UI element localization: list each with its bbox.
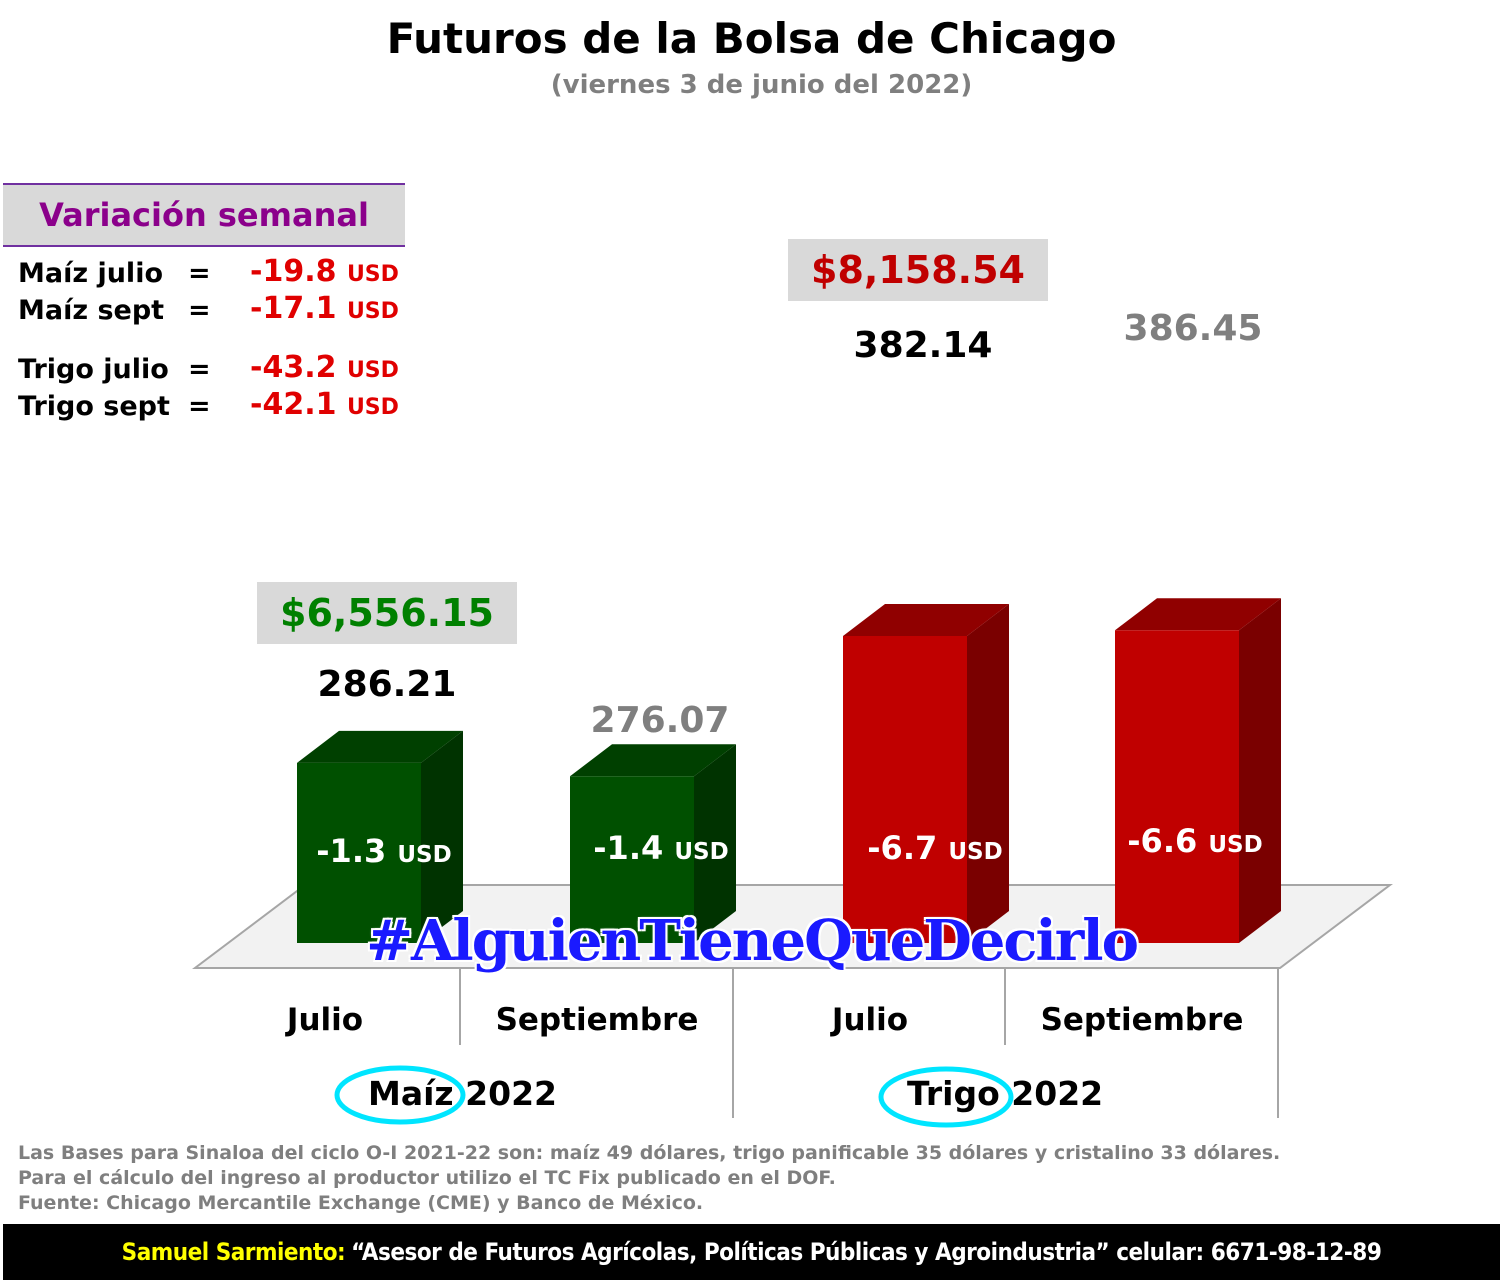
bar-top — [1115, 598, 1281, 631]
footer-text: “Asesor de Futuros Agrícolas, Políticas … — [351, 1238, 1382, 1266]
weekly-variation-row: Trigo julio = -43.2 USD — [18, 350, 418, 390]
bar-side — [694, 744, 736, 943]
variation-label: Maíz julio — [18, 258, 163, 289]
weekly-variation-row: Trigo sept = -42.1 USD — [18, 387, 418, 427]
weekly-variation-row: Maíz julio = -19.8 USD — [18, 254, 418, 294]
bar-front — [843, 635, 967, 943]
group-label-maiz: Maíz 2022 — [368, 1074, 557, 1113]
bar-front — [1115, 630, 1239, 943]
bar-side — [967, 603, 1009, 943]
change-label: -6.7 USD — [867, 829, 1003, 867]
variation-label: Trigo sept — [18, 391, 170, 422]
category-label: Septiembre — [495, 1002, 699, 1038]
category-label: Julio — [286, 1002, 364, 1038]
bar-top — [843, 603, 1009, 636]
highlight-circle — [334, 1065, 466, 1125]
bar-side — [421, 730, 463, 943]
footer-author: Samuel Sarmiento: — [121, 1238, 346, 1266]
bar-front — [297, 762, 421, 943]
weekly-variation-row: Maíz sept = -17.1 USD — [18, 291, 418, 331]
footnote-line: Para el cálculo del ingreso al productor… — [18, 1167, 836, 1189]
value-label: 386.45 — [1123, 308, 1263, 349]
footer-bar: Samuel Sarmiento: “Asesor de Futuros Agr… — [3, 1224, 1500, 1280]
variation-value: -43.2 USD — [250, 350, 399, 385]
footnote-line: Las Bases para Sinaloa del ciclo O-I 202… — [18, 1142, 1281, 1164]
category-label: Septiembre — [1040, 1002, 1244, 1038]
change-label: -1.4 USD — [593, 829, 729, 867]
floor-plane — [192, 884, 1393, 969]
chart-floor — [192, 884, 1393, 1118]
bar-side — [1239, 598, 1281, 943]
highlight-circle — [878, 1066, 1014, 1128]
value-label: 382.14 — [853, 325, 993, 366]
group-label-trigo: Trigo 2022 — [907, 1074, 1104, 1113]
change-label: -6.6 USD — [1127, 822, 1263, 860]
variation-label: Maíz sept — [18, 295, 165, 326]
bar — [570, 744, 736, 943]
footnote-line: Fuente: Chicago Mercantile Exchange (CME… — [18, 1192, 704, 1214]
footnote: Las Bases para Sinaloa del ciclo O-I 202… — [18, 1141, 1280, 1216]
hashtag-watermark: #AlguienTieneQueDecirlo — [366, 908, 1139, 974]
variation-value: -42.1 USD — [250, 387, 399, 422]
variation-value: -17.1 USD — [250, 291, 399, 326]
bar-top — [297, 730, 463, 763]
variation-label: Trigo julio — [18, 354, 169, 385]
bar — [1115, 598, 1281, 943]
bar — [843, 603, 1009, 943]
bar — [297, 730, 463, 943]
bars — [297, 598, 1281, 943]
variation-equals: = — [188, 258, 211, 289]
category-label: Julio — [831, 1002, 909, 1038]
trigo-price-box: $8,158.54 — [788, 239, 1048, 301]
weekly-variation-header: Variación semanal — [3, 183, 405, 247]
maiz-price-box: $6,556.15 — [257, 582, 517, 644]
value-label: 276.07 — [590, 700, 730, 741]
variation-value: -19.8 USD — [250, 254, 399, 289]
value-label: 286.21 — [317, 664, 457, 705]
group-highlights — [334, 1065, 1014, 1128]
variation-equals: = — [188, 354, 211, 385]
chart-subtitle: (viernes 3 de junio del 2022) — [550, 70, 973, 100]
variation-equals: = — [188, 391, 211, 422]
chart-title: Futuros de la Bolsa de Chicago — [386, 14, 1117, 63]
bar-front — [570, 776, 694, 943]
variation-equals: = — [188, 295, 211, 326]
change-label: -1.3 USD — [316, 832, 452, 870]
bar-top — [570, 744, 736, 777]
